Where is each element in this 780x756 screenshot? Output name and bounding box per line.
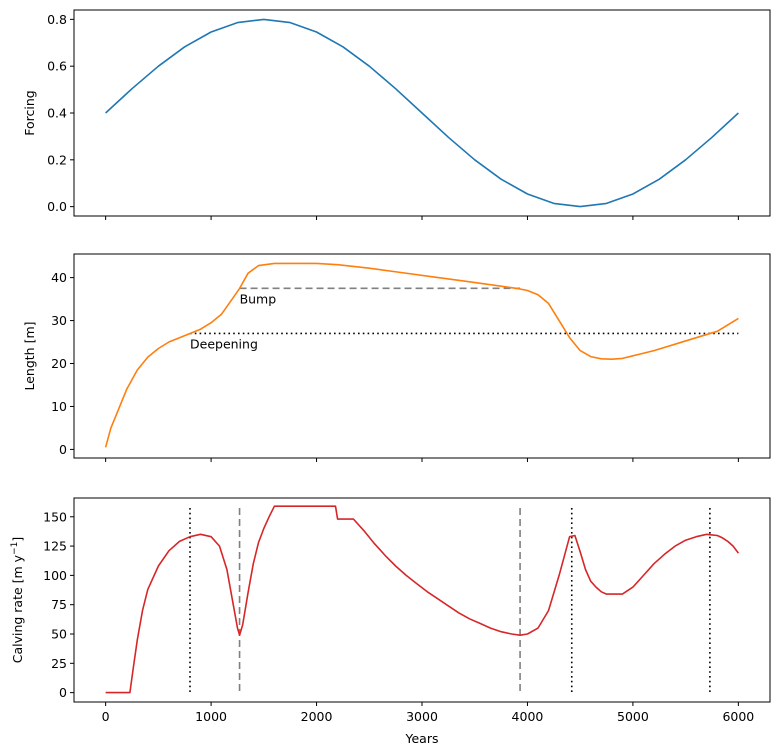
calving-ytick-label-1: 25 <box>51 656 67 671</box>
calving-ytick-label-2: 50 <box>51 627 67 642</box>
calving-xtick-label-0: 0 <box>102 709 110 724</box>
forcing-ytick-label-3: 0.6 <box>47 59 67 74</box>
calving-axes-frame <box>73 497 771 703</box>
calving-line-0 <box>105 505 740 694</box>
calving-yticks: 0 25 50 75 100 125 150 <box>43 509 74 700</box>
length-reference-lines <box>190 287 739 335</box>
length-line-0 <box>104 262 739 448</box>
length-series <box>104 262 739 448</box>
length-ytick-label-3: 30 <box>51 313 67 328</box>
calving-ytick-label-3: 75 <box>51 597 67 612</box>
calving-xtick-label-2: 2000 <box>301 709 333 724</box>
forcing-ytick-label-0: 0.0 <box>47 199 67 214</box>
calving-panel: 0 25 50 75 100 125 150 0 1000 2000 3000 4000 5000 60… <box>10 497 771 746</box>
length-ytick-label-2: 20 <box>51 356 67 371</box>
calving-xtick-label-3: 3000 <box>406 709 438 724</box>
forcing-ylabel: Forcing <box>22 90 37 135</box>
calving-ytick-label-5: 125 <box>43 539 67 554</box>
calving-ylabel-end: ] <box>10 537 25 542</box>
calving-ytick-label-4: 100 <box>43 568 67 583</box>
calving-xtick-label-4: 4000 <box>512 709 544 724</box>
length-annotations: Bump Deepening <box>190 291 276 351</box>
forcing-panel: 0.0 0.2 0.4 0.6 0.8 Forcing <box>22 9 771 220</box>
calving-xtick-label-1: 1000 <box>195 709 227 724</box>
calving-ytick-label-6: 150 <box>43 509 67 524</box>
length-axes-frame <box>73 253 771 459</box>
forcing-line-0 <box>105 18 739 208</box>
calving-ylabel-sup: −1 <box>10 542 20 555</box>
calving-xtick-label-5: 5000 <box>617 709 649 724</box>
length-annotation-0: Bump <box>240 291 277 306</box>
calving-ylabel-main: Calving rate [m y <box>10 554 25 663</box>
forcing-ytick-label-2: 0.4 <box>47 106 67 121</box>
calving-xticks: 0 1000 2000 3000 4000 5000 6000 <box>102 702 754 724</box>
length-ytick-label-1: 10 <box>51 399 67 414</box>
length-panel: 0 10 20 30 40 Bump Deepening Length [m] <box>22 253 771 462</box>
forcing-xticks <box>105 216 739 220</box>
length-ytick-label-0: 0 <box>59 442 67 457</box>
length-ytick-label-4: 40 <box>51 270 67 285</box>
calving-reference-lines <box>189 508 711 693</box>
forcing-yticks: 0.0 0.2 0.4 0.6 0.8 <box>47 12 74 214</box>
forcing-series <box>105 18 739 208</box>
calving-xlabel: Years <box>405 731 439 746</box>
length-xticks <box>105 458 739 462</box>
forcing-ytick-label-1: 0.2 <box>47 152 67 167</box>
length-ylabel: Length [m] <box>22 321 37 390</box>
length-annotation-1: Deepening <box>190 336 258 351</box>
calving-ytick-label-0: 0 <box>59 685 67 700</box>
forcing-ytick-label-4: 0.8 <box>47 12 67 27</box>
length-yticks: 0 10 20 30 40 <box>51 270 74 457</box>
calving-ylabel: Calving rate [m y−1] <box>10 537 25 664</box>
calving-xtick-label-6: 6000 <box>722 709 754 724</box>
calving-series <box>105 505 740 694</box>
